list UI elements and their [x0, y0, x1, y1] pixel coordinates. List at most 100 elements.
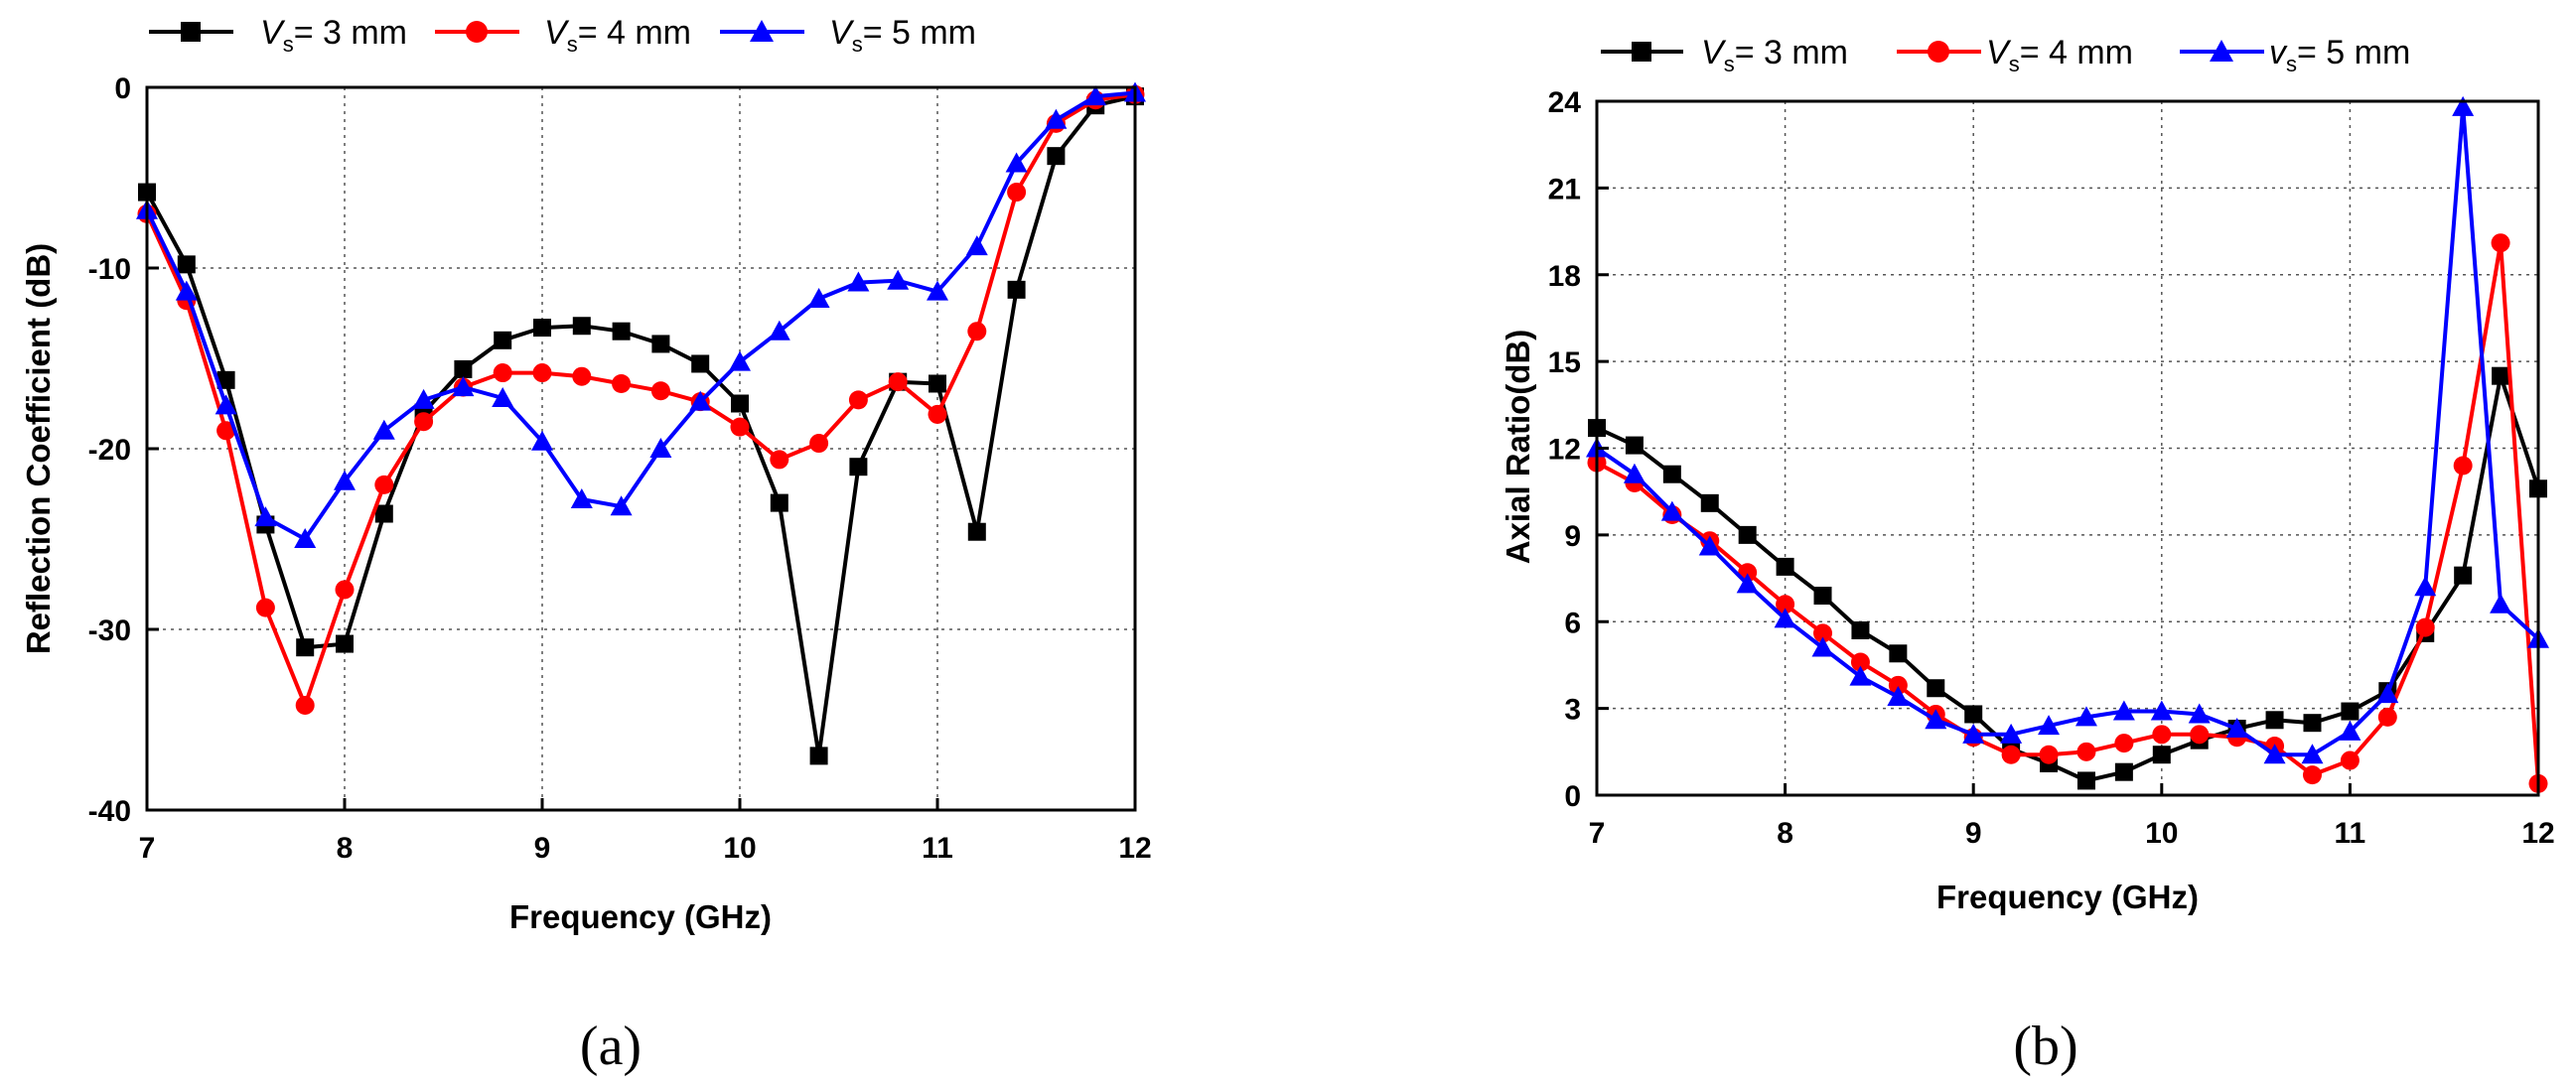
y-tick-label-a: -20 [88, 434, 131, 467]
y-tick-label-b: 3 [1564, 694, 1581, 727]
data-point-b-0 [1738, 525, 1757, 544]
data-point-a-0 [651, 335, 670, 353]
legend-a-marker-2 [750, 20, 774, 42]
data-point-a-2 [412, 388, 435, 409]
legend-b-marker-1 [1928, 41, 1949, 63]
data-point-a-2 [1045, 108, 1068, 129]
data-point-b-2 [1698, 535, 1721, 556]
data-point-b-1 [1888, 675, 1908, 695]
data-point-a-1 [295, 695, 315, 715]
data-point-b-0 [2492, 366, 2510, 385]
ticks-b: 7 8 9 10 11 12 0 3 6 9 12 15 18 21 24 [1548, 86, 2555, 850]
data-point-a-2 [729, 350, 751, 371]
data-point-b-2 [2188, 703, 2211, 724]
data-point-b-1 [2039, 745, 2059, 764]
data-point-a-0 [691, 354, 710, 373]
data-point-b-1 [2114, 734, 2134, 753]
data-point-a-1 [255, 598, 275, 617]
legend-a-symbol-2: V [829, 14, 855, 52]
legend-a-label-1: = 4 mm [578, 14, 691, 52]
x-tick-label-b: 7 [1589, 817, 1606, 850]
series-line-b-2 [1595, 104, 2540, 757]
data-point-a-1 [730, 417, 750, 437]
ticks-a: 7 8 9 10 11 12 -40 -30 -20 -10 0 [88, 72, 1152, 865]
data-point-a-2 [1005, 152, 1028, 173]
series-line-a-0 [145, 94, 1136, 758]
x-tick-label-a: 8 [337, 832, 354, 865]
data-point-a-2 [965, 235, 988, 256]
data-point-a-1 [216, 421, 236, 441]
data-point-a-0 [770, 493, 788, 512]
data-point-b-0 [1851, 620, 1870, 639]
data-point-b-0 [1776, 557, 1794, 576]
svg-text:Vs= 5 mm: Vs= 5 mm [829, 14, 976, 57]
legend-b-item-0: Vs= 3 mm [1601, 34, 1848, 76]
y-tick-label-b: 6 [1564, 607, 1581, 639]
legend-b-marker-0 [1632, 42, 1651, 62]
legend-b: Vs= 3 mm Vs= 4 mm vs= 5 mm [1601, 34, 2410, 76]
legend-b-label-0: = 3 mm [1735, 34, 1848, 71]
data-point-b-0 [1964, 705, 1983, 724]
data-point-b-1 [2190, 725, 2210, 745]
data-point-b-2 [1962, 723, 1985, 744]
data-point-a-2 [215, 394, 237, 415]
data-point-b-2 [1623, 463, 1646, 483]
data-point-b-0 [2303, 714, 2322, 733]
legend-b-label-1: = 4 mm [2020, 34, 2133, 71]
x-tick-label-b: 11 [2335, 817, 2366, 850]
legend-b-sub-1: s [2009, 52, 2020, 76]
data-point-a-2 [689, 390, 712, 411]
x-tick-label-a: 11 [922, 832, 953, 865]
x-tick-label-b: 8 [1777, 817, 1793, 850]
data-point-b-1 [2152, 725, 2172, 745]
data-point-b-0 [1662, 465, 1681, 483]
data-point-b-2 [1925, 709, 1947, 730]
series-layer-b [1586, 95, 2549, 793]
x-axis-title-b: Frequency (GHz) [1936, 879, 2199, 915]
data-point-a-2 [175, 280, 198, 301]
data-point-a-0 [336, 634, 354, 653]
panel-label-b: (b) [2013, 1016, 2077, 1077]
chart-panel-a: 7 8 9 10 11 12-40-30-20-100 Vs= 3 mm Vs= 4 mm [20, 14, 1152, 1077]
data-point-b-1 [1776, 595, 1795, 614]
legend-b-item-2: vs= 5 mm [2180, 34, 2410, 76]
y-tick-label-b: 21 [1548, 173, 1581, 205]
legend-a-item-1: Vs= 4 mm [435, 14, 691, 57]
data-point-b-2 [2414, 576, 2437, 597]
data-point-b-1 [2340, 750, 2360, 770]
data-point-a-2 [570, 487, 593, 508]
data-point-b-0 [1625, 436, 1644, 455]
data-point-a-0 [849, 458, 868, 477]
data-point-a-2 [610, 495, 633, 516]
svg-text:Vs= 4 mm: Vs= 4 mm [1986, 34, 2133, 76]
data-point-a-2 [452, 376, 475, 397]
data-point-a-0 [1007, 280, 1026, 299]
data-point-b-0 [1889, 644, 1908, 663]
data-point-b-2 [2000, 723, 2023, 744]
data-point-b-2 [1811, 636, 1834, 657]
data-point-b-0 [2265, 711, 2284, 730]
data-point-a-1 [414, 412, 434, 432]
x-tick-label-b: 12 [2521, 817, 2554, 850]
x-tick-label-a: 12 [1118, 832, 1151, 865]
data-point-a-0 [216, 370, 235, 389]
data-point-a-0 [929, 374, 946, 393]
data-point-a-0 [494, 331, 512, 349]
legend-a-label-2: = 5 mm [863, 14, 976, 52]
x-tick-label-a: 9 [534, 832, 551, 865]
data-point-b-2 [2376, 683, 2399, 704]
legend-a: Vs= 3 mm Vs= 4 mm Vs= 5 mm [149, 14, 976, 57]
legend-b-label-2: = 5 mm [2297, 34, 2410, 71]
data-point-a-1 [335, 580, 355, 600]
data-point-a-1 [1007, 183, 1027, 203]
data-point-b-1 [2001, 745, 2021, 764]
data-point-b-2 [1660, 500, 1683, 521]
series-layer-a [136, 81, 1146, 765]
data-point-a-0 [731, 394, 749, 413]
y-axis-title-a: Reflection Coefficient (dB) [20, 243, 57, 654]
legend-b-symbol-1: V [1986, 34, 2012, 71]
legend-a-sub-2: s [852, 32, 863, 57]
y-tick-label-b: 0 [1564, 780, 1581, 813]
